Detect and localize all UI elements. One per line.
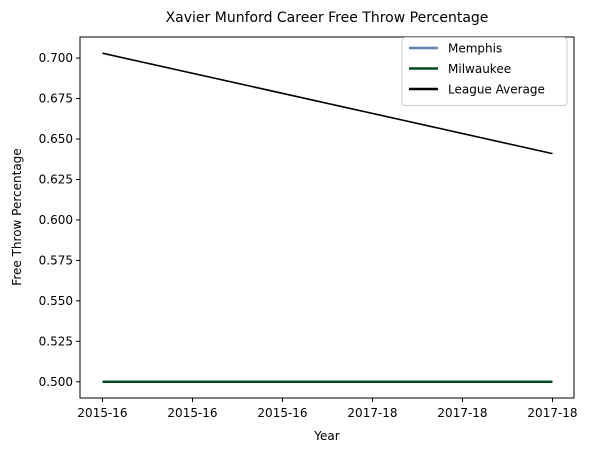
- y-axis-label: Free Throw Percentage: [10, 148, 24, 285]
- plot-area: [102, 52, 553, 383]
- legend-box: [401, 37, 568, 106]
- y-axis: 0.500 0.525 0.550 0.575 0.600 0.625 0.650 0.675…: [39, 51, 80, 389]
- legend: Memphis Milwaukee League Average: [401, 37, 568, 106]
- legend-label: League Average: [448, 83, 545, 97]
- x-tick-label: 2015-16: [257, 406, 307, 420]
- x-tick-label: 2017-18: [527, 406, 577, 420]
- x-axis: 2015-16 2015-16 2015-16 2017-18 2017-18 2017-…: [77, 398, 578, 420]
- y-tick-label: 0.700: [39, 51, 73, 65]
- y-tick-label: 0.525: [39, 334, 73, 348]
- x-axis-label: Year: [313, 429, 339, 443]
- chart-title: Xavier Munford Career Free Throw Percent…: [166, 10, 489, 26]
- series-line-league-average: [102, 52, 553, 155]
- y-tick-label: 0.500: [39, 375, 73, 389]
- y-tick-label: 0.550: [39, 294, 73, 308]
- legend-label: Milwaukee: [448, 62, 511, 76]
- y-tick-label: 0.675: [39, 92, 73, 106]
- y-tick-label: 0.650: [39, 132, 73, 146]
- x-tick-label: 2017-18: [437, 406, 487, 420]
- x-tick-label: 2015-16: [77, 406, 127, 420]
- x-tick-label: 2015-16: [167, 406, 217, 420]
- legend-label: Memphis: [448, 42, 502, 56]
- x-tick-label: 2017-18: [347, 406, 397, 420]
- plot-frame: [79, 36, 575, 399]
- y-tick-label: 0.600: [39, 213, 73, 227]
- y-tick-label: 0.575: [39, 253, 73, 267]
- y-tick-label: 0.625: [39, 172, 73, 186]
